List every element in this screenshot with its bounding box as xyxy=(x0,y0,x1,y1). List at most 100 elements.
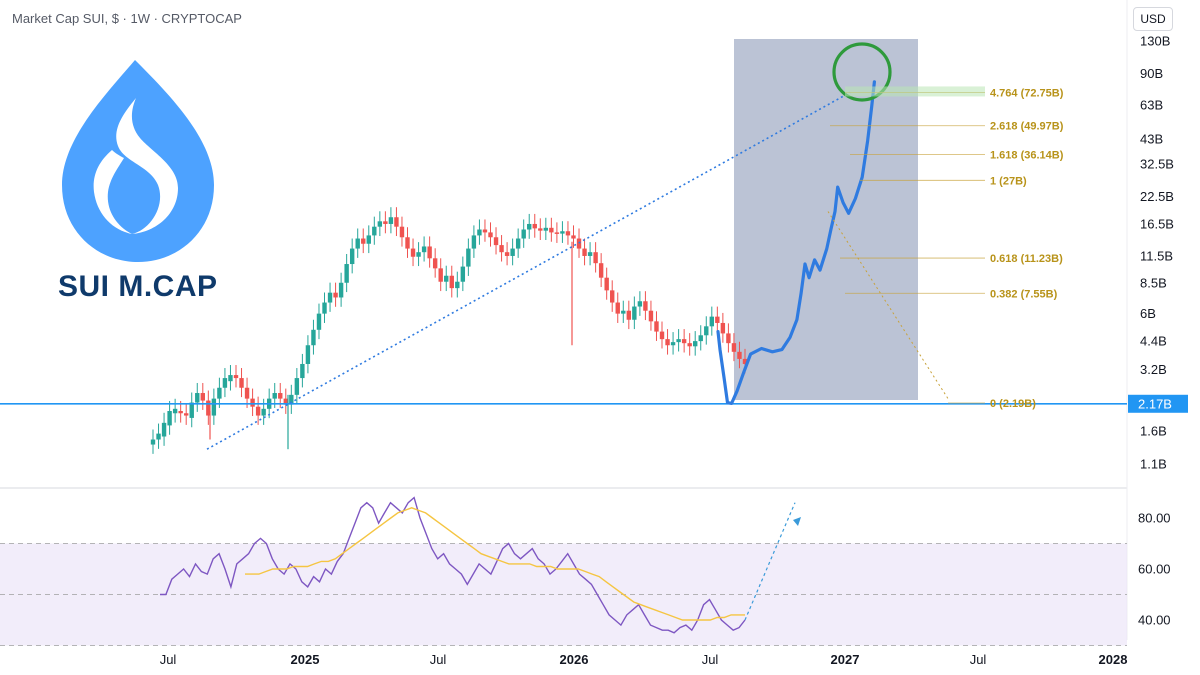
rsi-ma-line xyxy=(245,507,745,621)
candle-body xyxy=(327,292,333,303)
candle-body xyxy=(294,378,300,395)
candle-body xyxy=(338,282,344,298)
candle-body xyxy=(399,226,405,238)
candle-body xyxy=(421,246,427,253)
support-label-box xyxy=(1128,394,1188,413)
candle-body xyxy=(261,408,266,416)
candle-body xyxy=(394,217,399,227)
candle-body xyxy=(244,387,250,399)
y-tick-label: 6B xyxy=(1140,306,1156,321)
rsi-tick-label: 80.00 xyxy=(1138,511,1171,526)
candle-body xyxy=(466,248,471,267)
candle-body xyxy=(626,310,632,320)
x-tick-label: 2028 xyxy=(1099,652,1128,667)
fib-level-label: 0.618 (11.23B) xyxy=(990,253,1063,265)
candle-body xyxy=(217,387,222,399)
candle-body xyxy=(316,313,322,330)
candle-body xyxy=(527,223,532,230)
logo-text: SUI M.CAP xyxy=(58,270,218,303)
candle-body xyxy=(460,266,466,282)
candle-body xyxy=(742,358,748,364)
candle-body xyxy=(538,228,543,231)
candle-body xyxy=(571,235,576,239)
candle-body xyxy=(283,398,288,405)
candle-body xyxy=(676,339,681,343)
candle-body xyxy=(726,333,731,344)
fib-level-label: 0 (2.19B) xyxy=(990,398,1036,410)
y-tick-label: 130B xyxy=(1140,34,1170,49)
y-tick-label: 32.5B xyxy=(1140,156,1174,171)
candle-body xyxy=(582,248,587,256)
candle-body xyxy=(405,237,410,249)
candle-body xyxy=(161,422,167,437)
candle-body xyxy=(621,310,626,314)
candle-body xyxy=(687,343,692,347)
candle-body xyxy=(305,345,311,364)
candle-body xyxy=(388,217,394,224)
fib-level-label: 1 (27B) xyxy=(990,175,1027,187)
candle-body xyxy=(554,232,560,234)
candle-body xyxy=(477,229,482,236)
candle-body xyxy=(615,302,620,314)
fib-anchor-line xyxy=(827,211,949,399)
target-circle xyxy=(832,42,892,102)
candle-body xyxy=(737,351,742,359)
rsi-tick-label: 60.00 xyxy=(1138,562,1171,577)
x-tick-label: Jul xyxy=(160,652,177,667)
chart-title: Market Cap SUI, $ · 1W · CRYPTOCAP xyxy=(12,11,242,26)
candle-body xyxy=(610,290,615,303)
candle-body xyxy=(504,252,510,256)
candle-body xyxy=(150,439,156,445)
candle-body xyxy=(532,223,537,229)
candle-body xyxy=(709,316,715,327)
fib-level-label: 4.764 (72.75B) xyxy=(990,87,1064,99)
candle-body xyxy=(206,400,211,416)
candle-body xyxy=(416,252,421,257)
y-tick-label: 16.5B xyxy=(1140,216,1174,231)
candle-body xyxy=(211,398,217,416)
candle-body xyxy=(587,252,593,256)
candle-body xyxy=(300,363,305,379)
candle-body xyxy=(349,248,355,265)
candle-body xyxy=(167,411,172,426)
x-tick-label: Jul xyxy=(970,652,987,667)
rsi-arrowhead-icon xyxy=(793,517,801,526)
candle-body xyxy=(178,411,183,414)
rsi-line xyxy=(160,496,746,634)
candle-body xyxy=(410,248,416,257)
candle-body xyxy=(361,238,366,244)
candle-body xyxy=(593,252,598,264)
candle-body xyxy=(681,339,687,344)
candle-body xyxy=(565,231,571,236)
candle-body xyxy=(493,237,499,246)
currency-button[interactable]: USD xyxy=(1133,7,1173,31)
candle-body xyxy=(322,302,327,314)
candle-body xyxy=(189,402,194,418)
candle-body xyxy=(604,277,609,291)
y-tick-label: 11.5B xyxy=(1140,248,1173,263)
candle-body xyxy=(438,268,443,282)
candle-body xyxy=(432,258,438,269)
x-tick-label: Jul xyxy=(430,652,447,667)
y-tick-label: 22.5B xyxy=(1140,189,1174,204)
candle-body xyxy=(455,281,460,289)
y-tick-label: 1.6B xyxy=(1140,423,1167,438)
rsi-tick-label: 40.00 xyxy=(1138,613,1171,628)
sui-logo-icon xyxy=(62,60,214,262)
candle-body xyxy=(195,393,200,403)
y-tick-label: 4.4B xyxy=(1140,334,1167,349)
candle-body xyxy=(183,413,189,416)
candle-body xyxy=(643,301,648,311)
candle-body xyxy=(289,394,294,405)
candle-body xyxy=(278,393,283,399)
candle-body xyxy=(693,341,698,347)
y-tick-label: 3.2B xyxy=(1140,362,1167,377)
candle-body xyxy=(510,248,515,256)
candle-body xyxy=(670,342,676,346)
candle-body xyxy=(172,408,178,414)
candle-body xyxy=(255,406,261,416)
candle-body xyxy=(499,245,504,253)
candle-body xyxy=(482,229,488,233)
candle-body xyxy=(549,227,554,233)
